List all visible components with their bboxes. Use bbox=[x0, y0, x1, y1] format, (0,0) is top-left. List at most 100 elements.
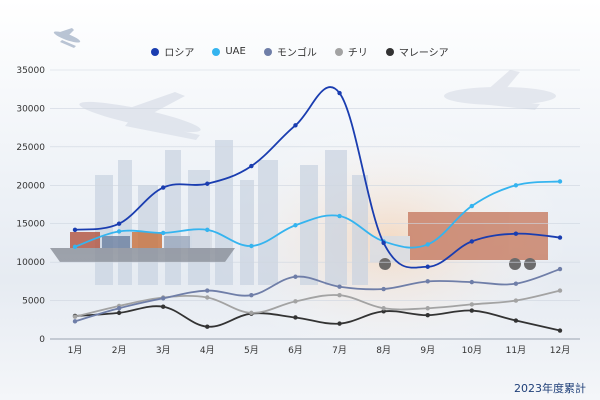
x-tick-label: 5月 bbox=[244, 345, 259, 356]
data-point bbox=[72, 244, 78, 249]
data-point bbox=[293, 223, 298, 228]
x-tick-label: 2月 bbox=[112, 345, 127, 356]
series-line bbox=[74, 268, 561, 323]
data-point bbox=[469, 302, 475, 307]
data-point bbox=[205, 181, 210, 186]
data-point bbox=[205, 288, 210, 293]
data-point bbox=[72, 227, 78, 233]
data-point bbox=[513, 281, 519, 286]
data-point bbox=[381, 306, 386, 311]
y-tick-label: 15000 bbox=[16, 220, 45, 230]
data-point bbox=[116, 306, 122, 311]
data-point bbox=[205, 227, 210, 233]
y-tick-label: 0 bbox=[39, 335, 45, 345]
legend-label: UAE bbox=[225, 46, 246, 57]
data-point bbox=[116, 229, 122, 234]
cargo-ship-image bbox=[50, 230, 235, 262]
data-point bbox=[381, 309, 386, 314]
data-point bbox=[425, 279, 430, 284]
x-tick-label: 8月 bbox=[376, 345, 391, 356]
data-point bbox=[425, 242, 430, 247]
airplane-small-icon bbox=[53, 28, 81, 48]
y-tick-label: 20000 bbox=[16, 181, 45, 191]
data-point bbox=[337, 284, 342, 289]
data-point bbox=[557, 266, 563, 272]
legend-marker bbox=[263, 47, 272, 56]
data-point bbox=[425, 312, 430, 318]
series-line bbox=[74, 289, 561, 318]
footnote: 2023年度累計 bbox=[514, 382, 586, 395]
series-line bbox=[74, 180, 561, 249]
legend-label: ロシア bbox=[164, 48, 195, 59]
legend-marker bbox=[385, 47, 394, 56]
data-point bbox=[249, 310, 254, 316]
data-point bbox=[469, 203, 475, 209]
data-point bbox=[337, 321, 342, 326]
x-tick-label: 1月 bbox=[68, 345, 83, 356]
y-tick-label: 5000 bbox=[22, 297, 45, 307]
data-point bbox=[293, 274, 298, 279]
data-point bbox=[381, 240, 386, 246]
x-tick-label: 4月 bbox=[200, 345, 215, 356]
legend-item: ロシア bbox=[151, 44, 194, 59]
data-point bbox=[469, 279, 475, 285]
legend-label: マレーシア bbox=[398, 48, 449, 59]
x-tick-label: 6月 bbox=[288, 345, 303, 356]
data-point bbox=[160, 185, 166, 190]
legend-item: UAE bbox=[212, 44, 246, 59]
x-tick-label: 11月 bbox=[506, 345, 526, 356]
data-point bbox=[249, 243, 254, 249]
data-point bbox=[469, 308, 475, 313]
data-point bbox=[469, 239, 475, 244]
x-tick-label: 9月 bbox=[420, 345, 435, 356]
data-point bbox=[293, 315, 298, 320]
data-point bbox=[293, 299, 298, 304]
data-point bbox=[249, 163, 254, 169]
data-point bbox=[205, 324, 210, 329]
x-tick-label: 7月 bbox=[332, 345, 347, 356]
data-point bbox=[249, 292, 254, 298]
data-point bbox=[293, 123, 298, 128]
legend-item: モンゴル bbox=[263, 44, 317, 59]
airplane-large-right bbox=[444, 70, 556, 110]
data-point bbox=[381, 286, 386, 292]
legend-label: モンゴル bbox=[276, 48, 317, 59]
data-point bbox=[513, 231, 519, 236]
airplane-large-left bbox=[79, 92, 201, 140]
data-point bbox=[337, 292, 342, 298]
y-tick-label: 25000 bbox=[16, 143, 45, 153]
data-point bbox=[557, 328, 563, 333]
series-line bbox=[74, 305, 561, 332]
data-point bbox=[557, 288, 563, 293]
data-point bbox=[557, 235, 563, 240]
data-point bbox=[425, 264, 430, 269]
data-point bbox=[116, 221, 122, 226]
x-tick-label: 12月 bbox=[550, 345, 570, 356]
data-point bbox=[513, 183, 519, 188]
legend-marker bbox=[212, 47, 221, 56]
data-point bbox=[160, 230, 166, 236]
truck-image bbox=[370, 212, 548, 270]
data-point bbox=[205, 295, 210, 300]
data-point bbox=[337, 90, 342, 96]
data-point bbox=[337, 213, 342, 219]
data-point bbox=[557, 179, 563, 184]
y-tick-label: 30000 bbox=[16, 104, 45, 114]
legend-item: チリ bbox=[334, 44, 368, 59]
series-line bbox=[74, 86, 561, 269]
y-tick-label: 10000 bbox=[16, 258, 45, 268]
data-point bbox=[72, 314, 78, 319]
legend-item: マレーシア bbox=[385, 44, 449, 59]
data-point bbox=[425, 306, 430, 311]
data-point bbox=[513, 318, 519, 323]
x-tick-label: 3月 bbox=[156, 345, 171, 356]
data-point bbox=[160, 296, 166, 301]
y-tick-label: 35000 bbox=[16, 66, 45, 76]
data-point bbox=[513, 298, 519, 303]
legend-label: チリ bbox=[347, 48, 368, 59]
legend-marker bbox=[334, 47, 343, 56]
data-point bbox=[116, 310, 122, 316]
chart-legend: ロシア UAE モンゴル チリ マレーシア bbox=[0, 44, 600, 59]
